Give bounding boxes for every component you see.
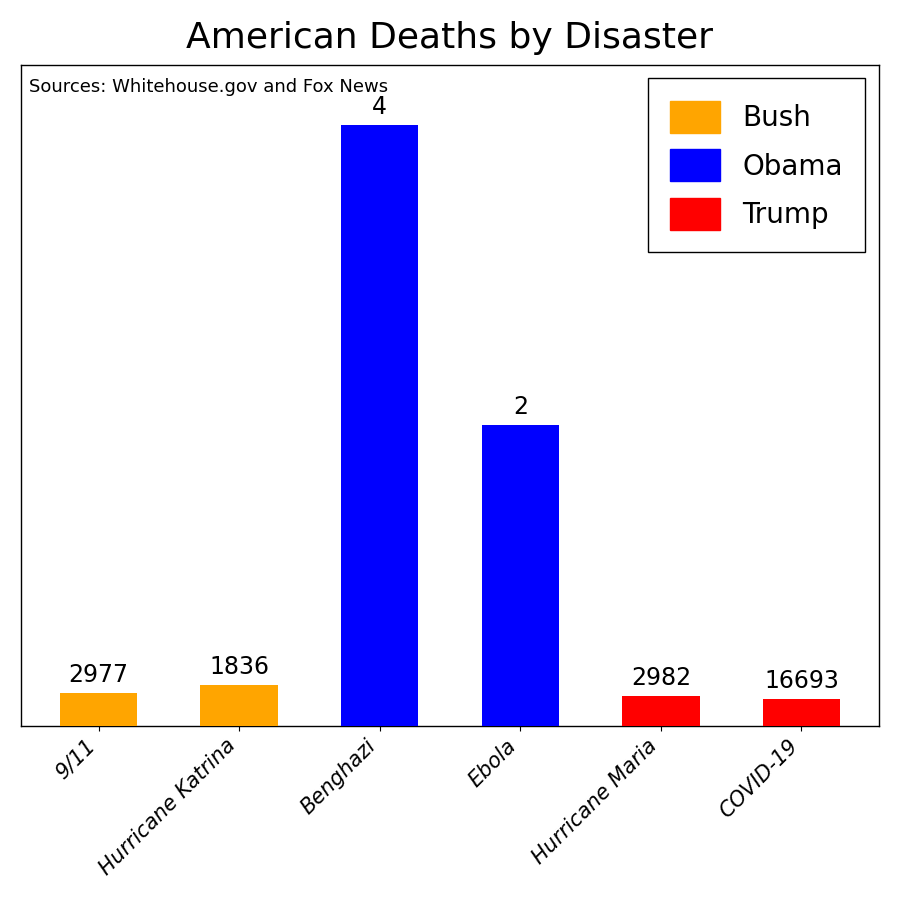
Text: 16693: 16693 bbox=[764, 669, 839, 693]
Bar bbox=[482, 425, 559, 725]
Bar bbox=[341, 124, 419, 725]
Text: 2982: 2982 bbox=[631, 666, 691, 689]
Legend: Bush, Obama, Trump: Bush, Obama, Trump bbox=[648, 78, 865, 252]
Bar bbox=[59, 693, 137, 725]
Text: 2977: 2977 bbox=[68, 662, 129, 687]
Bar bbox=[622, 696, 699, 725]
Text: 2: 2 bbox=[513, 395, 527, 419]
Text: 1836: 1836 bbox=[209, 655, 269, 680]
Text: 4: 4 bbox=[373, 94, 387, 119]
Title: American Deaths by Disaster: American Deaths by Disaster bbox=[186, 21, 714, 55]
Bar bbox=[201, 685, 278, 725]
Bar bbox=[763, 698, 841, 725]
Text: Sources: Whitehouse.gov and Fox News: Sources: Whitehouse.gov and Fox News bbox=[30, 77, 389, 95]
